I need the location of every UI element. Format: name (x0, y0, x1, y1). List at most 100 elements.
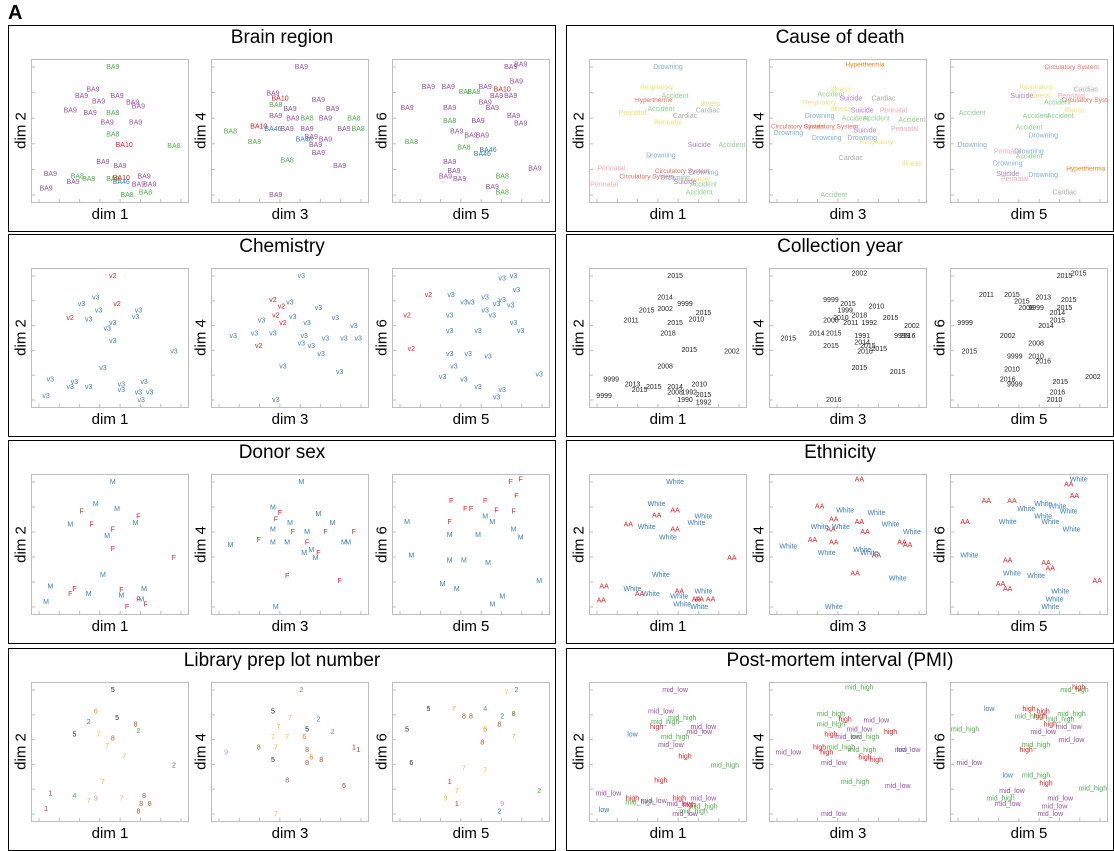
data-point: v3 (460, 300, 468, 307)
plot-frame (31, 268, 189, 408)
data-point: v3 (493, 394, 501, 401)
data-point: BA8 (457, 144, 470, 151)
data-point: 2016 (1000, 377, 1016, 384)
data-point: mid_high (1060, 687, 1089, 694)
data-point: v3 (67, 384, 75, 391)
data-point: 5 (111, 687, 115, 694)
data-point: BA9 (281, 126, 294, 133)
data-point: M (110, 479, 116, 486)
data-point: White (1051, 589, 1069, 596)
data-point: 9999 (894, 333, 910, 340)
data-point: 2016 (900, 333, 916, 340)
data-point: mid_high (848, 747, 877, 754)
data-point: AA (692, 596, 702, 603)
data-point: BA10 (494, 86, 511, 93)
data-point: M (408, 552, 414, 559)
data-point: F (79, 509, 83, 516)
data-point: 8 (148, 801, 152, 808)
data-point: White (1041, 604, 1059, 611)
data-point: 2015 (696, 310, 712, 317)
data-point: White (867, 510, 885, 517)
data-point: White (825, 604, 843, 611)
data-point: 8 (111, 735, 115, 742)
data-point: v3 (170, 348, 178, 355)
data-point: 2015 (826, 330, 842, 337)
data-point: 8 (462, 714, 466, 721)
data-point: M (308, 547, 314, 554)
data-point: Perinatal (619, 110, 647, 117)
data-point: v3 (300, 333, 308, 340)
data-point: mid_low (686, 729, 713, 736)
data-point: 2010 (833, 315, 849, 322)
data-point: White (1046, 596, 1064, 603)
data-point: v3 (350, 323, 358, 330)
data-point: 2015 (1057, 273, 1073, 280)
plot-frame (589, 474, 747, 615)
data-point: White (1034, 501, 1052, 508)
data-point: v3 (499, 387, 507, 394)
data-point: high (1039, 780, 1052, 787)
data-point: AA (1064, 481, 1074, 488)
x-axis-label: dim 1 (91, 206, 129, 223)
data-point: F (285, 573, 289, 580)
data-point: 2 (497, 808, 501, 815)
y-axis-label: dim 6 (931, 525, 949, 563)
data-point: Hyperthermia (846, 61, 885, 68)
data-point: 5 (73, 732, 77, 739)
data-point: AA (829, 516, 839, 523)
data-point: F (119, 587, 123, 594)
data-point: M (93, 501, 99, 508)
data-point: Drowning (774, 130, 804, 137)
data-point: 2014 (657, 295, 673, 302)
data-point: 2 (537, 788, 541, 795)
data-point: v3 (103, 325, 111, 332)
data-point: M (454, 586, 460, 593)
plot-frame (950, 268, 1108, 408)
data-point: White (1027, 573, 1045, 580)
data-point: mid_high (1022, 773, 1051, 780)
plot-frame (769, 682, 927, 822)
data-point: Accident (718, 142, 745, 149)
x-axis-label: dim 3 (271, 411, 309, 428)
data-point: BA9 (295, 64, 308, 71)
data-point: F (172, 555, 176, 562)
x-axis-label: dim 3 (829, 618, 867, 635)
data-point: White (1041, 519, 1059, 526)
data-point: 1990 (677, 397, 693, 404)
data-point: AA (1007, 498, 1017, 505)
panel-title: Brain region (230, 27, 334, 48)
data-point: Cardiac (871, 96, 896, 103)
data-point: v3 (135, 307, 143, 314)
data-point: White (673, 601, 691, 608)
data-point: mid_low (1030, 729, 1057, 736)
data-point: v3 (315, 305, 323, 312)
data-point: AA (1003, 586, 1013, 593)
data-point: F (143, 601, 147, 608)
data-point: v3 (85, 384, 93, 391)
data-point: F (136, 514, 140, 521)
data-point: White (659, 534, 677, 541)
data-point: Drowning (689, 170, 719, 177)
data-point: 2 (87, 719, 91, 726)
figure-label: A (8, 2, 23, 24)
plot-frame (31, 474, 189, 615)
data-point: 2002 (1000, 333, 1016, 340)
data-point: v3 (109, 338, 117, 345)
data-point: 2016 (826, 397, 842, 404)
data-point: BA9 (137, 174, 150, 181)
plot-frame (392, 682, 550, 822)
data-point: 2015 (667, 320, 683, 327)
data-point: high (839, 716, 852, 723)
data-point: Drowning (646, 152, 676, 159)
data-point: BA9 (66, 179, 79, 186)
data-point: Perinatal (597, 166, 625, 173)
panel-1: Cause of death Drowning Respiratory Acciden… (566, 25, 1114, 232)
data-point: v3 (308, 343, 316, 350)
data-point: 9999 (957, 320, 973, 327)
data-point: mid_high (668, 715, 697, 722)
data-point: BA9 (450, 129, 463, 136)
data-point: v2 (272, 313, 280, 320)
